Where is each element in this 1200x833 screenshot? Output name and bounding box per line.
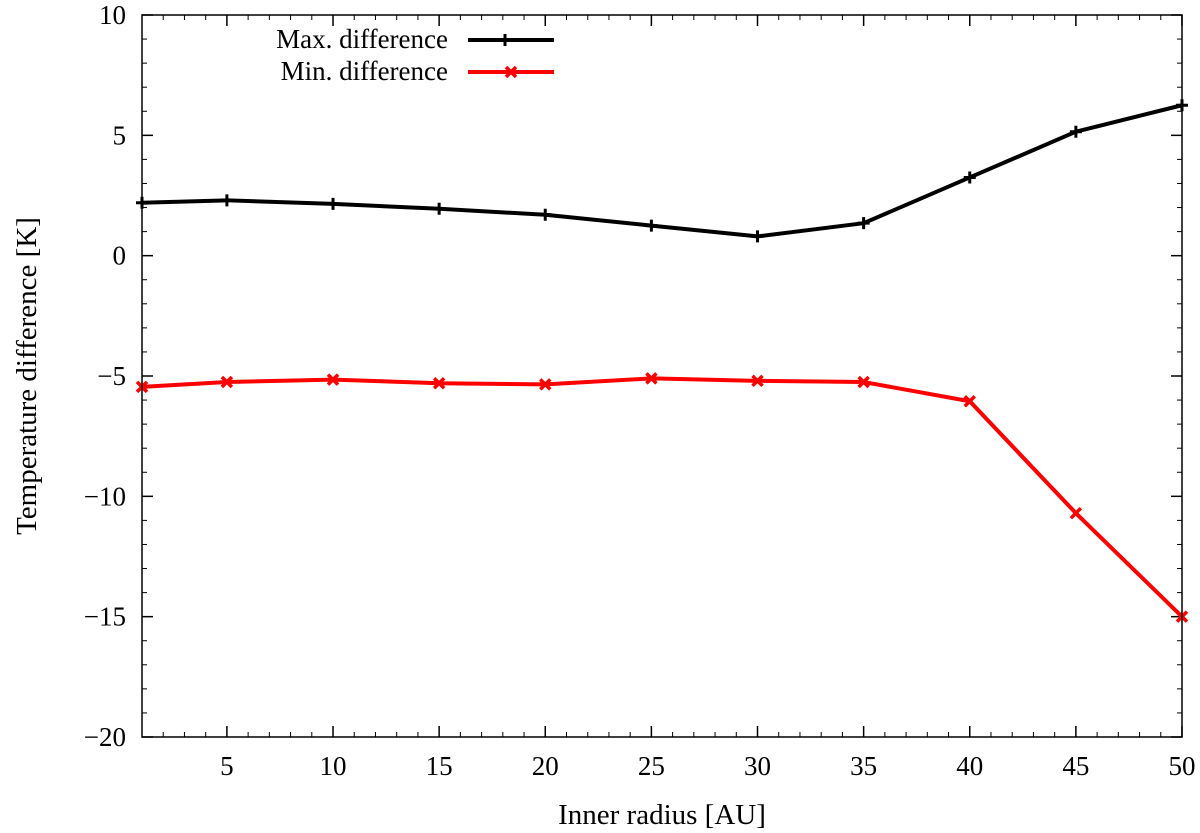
series-line-max (141, 103, 1183, 239)
data-point-min (539, 378, 552, 391)
data-point-min (1069, 506, 1083, 520)
data-point-max (220, 194, 233, 207)
data-point-max (327, 197, 340, 210)
data-point-max (539, 208, 552, 221)
ticks-layer: 5 10 15 20 25 30 35 40 45 50 −20 −15 −10 −5 0 5 10 (84, 0, 1196, 781)
y-tick-label: −15 (84, 602, 126, 632)
plot-frame (141, 14, 1183, 738)
data-point-max (963, 171, 976, 184)
y-axis-label: Temperature difference [K] (11, 217, 43, 535)
data-point-max (645, 219, 658, 232)
data-point-min (432, 376, 446, 390)
y-tick-label: 10 (99, 0, 126, 30)
y-tick-label: −5 (97, 361, 126, 391)
data-point-min (857, 375, 870, 389)
series-line-min (141, 376, 1184, 619)
data-point-min (645, 372, 658, 385)
x-tick-label: 25 (638, 751, 665, 781)
y-tick-label: 0 (113, 241, 127, 271)
data-point-max (751, 230, 764, 243)
data-point-max (1069, 125, 1082, 138)
legend: Max. difference Min. difference (276, 24, 554, 86)
x-tick-label: 10 (320, 751, 347, 781)
x-tick-label: 40 (956, 751, 983, 781)
x-tick-label: 5 (220, 751, 234, 781)
data-point-min (326, 373, 340, 386)
y-tick-label: −10 (84, 481, 126, 511)
legend-marker-max (499, 34, 511, 46)
x-axis-label: Inner radius [AU] (558, 799, 766, 831)
data-point-max (433, 202, 446, 215)
x-tick-label: 15 (426, 751, 453, 781)
series-layer (135, 99, 1189, 623)
legend-label-min: Min. difference (281, 56, 448, 86)
x-tick-label: 30 (744, 751, 771, 781)
y-tick-label: −20 (84, 722, 126, 752)
x-tick-label: 45 (1062, 751, 1089, 781)
x-tick-label: 50 (1169, 751, 1196, 781)
x-tick-label: 35 (850, 751, 877, 781)
y-tick-label: 5 (113, 120, 127, 150)
legend-marker-min (504, 65, 518, 79)
legend-label-max: Max. difference (276, 24, 448, 54)
x-tick-label: 20 (532, 751, 559, 781)
data-point-max (857, 217, 870, 230)
data-point-min (963, 395, 976, 408)
data-point-min (751, 374, 764, 388)
data-point-min (220, 375, 234, 389)
